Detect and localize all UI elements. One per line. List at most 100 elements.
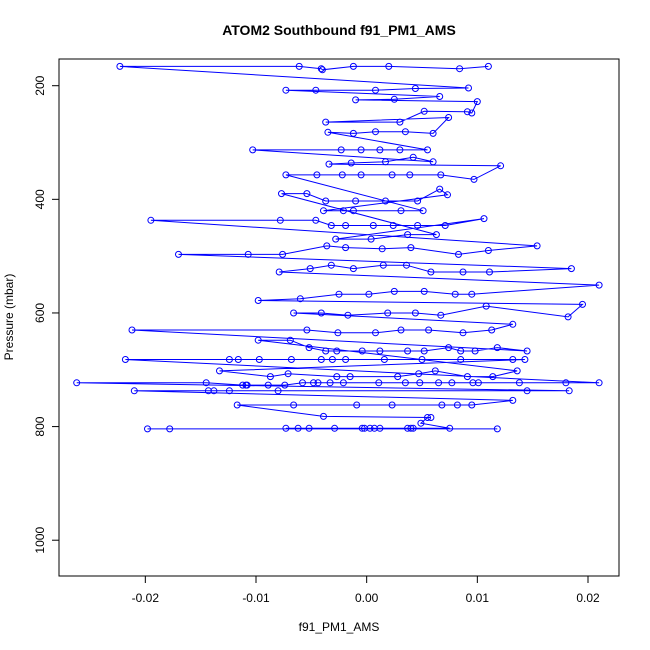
data-point — [358, 424, 366, 432]
data-point — [303, 326, 311, 334]
data-point — [489, 373, 497, 381]
data-point — [420, 347, 428, 355]
data-point — [427, 414, 435, 421]
data-point — [404, 231, 412, 239]
data-point — [349, 129, 357, 137]
y-tick-label: 1000 — [33, 527, 47, 554]
chart-title: ATOM2 Southbound f91_PM1_AMS — [222, 22, 456, 38]
data-point — [274, 387, 282, 395]
x-tick-label: -0.01 — [242, 591, 270, 605]
data-point — [73, 379, 81, 387]
data-point — [322, 347, 330, 355]
data-point — [441, 222, 449, 229]
data-point — [314, 379, 322, 387]
data-point — [396, 146, 404, 154]
data-point — [396, 118, 404, 126]
data-point — [436, 185, 444, 193]
data-point — [239, 381, 247, 389]
data-point — [523, 387, 531, 395]
data-point — [415, 370, 423, 378]
data-point — [290, 401, 298, 409]
data-point — [376, 424, 384, 432]
data-point — [296, 295, 304, 303]
data-point — [353, 401, 361, 409]
data-point — [334, 329, 342, 337]
x-axis-label: f91_PM1_AMS — [299, 620, 380, 634]
data-point — [352, 197, 360, 205]
data-point — [431, 367, 439, 375]
data-point — [406, 171, 414, 179]
data-point — [346, 373, 354, 381]
data-point — [310, 379, 317, 387]
data-point — [295, 62, 303, 70]
data-point — [339, 379, 347, 387]
data-point — [401, 128, 409, 136]
data-point — [382, 158, 389, 166]
data-point — [128, 326, 136, 334]
y-tick-label: 400 — [33, 189, 47, 209]
data-point — [382, 197, 389, 205]
data-point — [427, 268, 435, 276]
data-point — [331, 424, 339, 432]
data-point — [225, 356, 233, 363]
data-point — [376, 347, 384, 355]
data-point — [339, 207, 347, 215]
series-layer — [73, 62, 603, 433]
data-point — [367, 235, 375, 243]
data-point — [509, 396, 517, 404]
data-point — [342, 244, 350, 252]
data-point — [385, 62, 393, 70]
data-point — [352, 96, 360, 104]
data-point — [264, 381, 272, 389]
data-point — [471, 347, 479, 355]
data-point — [284, 370, 292, 378]
data-point — [254, 297, 262, 304]
data-point — [388, 401, 396, 409]
data-point — [418, 356, 426, 363]
data-point — [249, 146, 257, 154]
data-point — [468, 401, 476, 409]
data-point — [312, 216, 320, 224]
data-point — [379, 261, 387, 269]
data-point — [513, 367, 521, 375]
data-point — [429, 129, 437, 137]
data-point — [595, 281, 603, 289]
data-point — [327, 222, 335, 229]
data-point — [225, 387, 233, 395]
data-point — [515, 379, 523, 387]
data-point — [372, 329, 379, 337]
data-point — [389, 222, 397, 229]
data-point — [369, 222, 377, 229]
data-point — [414, 222, 422, 229]
data-point — [255, 356, 263, 363]
data-point — [318, 66, 326, 74]
data-point — [523, 347, 531, 355]
data-point — [384, 309, 392, 317]
data-point — [455, 250, 462, 258]
data-point — [404, 347, 412, 355]
data-point — [564, 313, 572, 321]
data-point — [376, 146, 384, 154]
data-point — [562, 379, 570, 387]
data-point — [482, 302, 490, 310]
data-point — [470, 175, 478, 183]
data-point — [116, 62, 124, 70]
data-point — [327, 261, 335, 269]
y-axis-label: Pressure (mbar) — [2, 274, 16, 361]
axis-layer: -0.02 -0.01 0.00 0.01 0.02 200 400 600 800 1000 — [33, 75, 600, 605]
data-point — [493, 344, 501, 352]
data-point — [287, 356, 295, 363]
data-point — [457, 356, 465, 363]
data-point — [210, 387, 218, 395]
data-point — [216, 367, 223, 375]
data-point — [401, 379, 409, 387]
data-point — [349, 207, 357, 215]
data-point — [509, 356, 517, 363]
data-point — [305, 344, 313, 352]
data-point — [326, 379, 334, 387]
data-point — [317, 309, 325, 317]
data-point — [390, 95, 398, 103]
data-point — [357, 146, 365, 154]
data-point — [286, 336, 294, 344]
